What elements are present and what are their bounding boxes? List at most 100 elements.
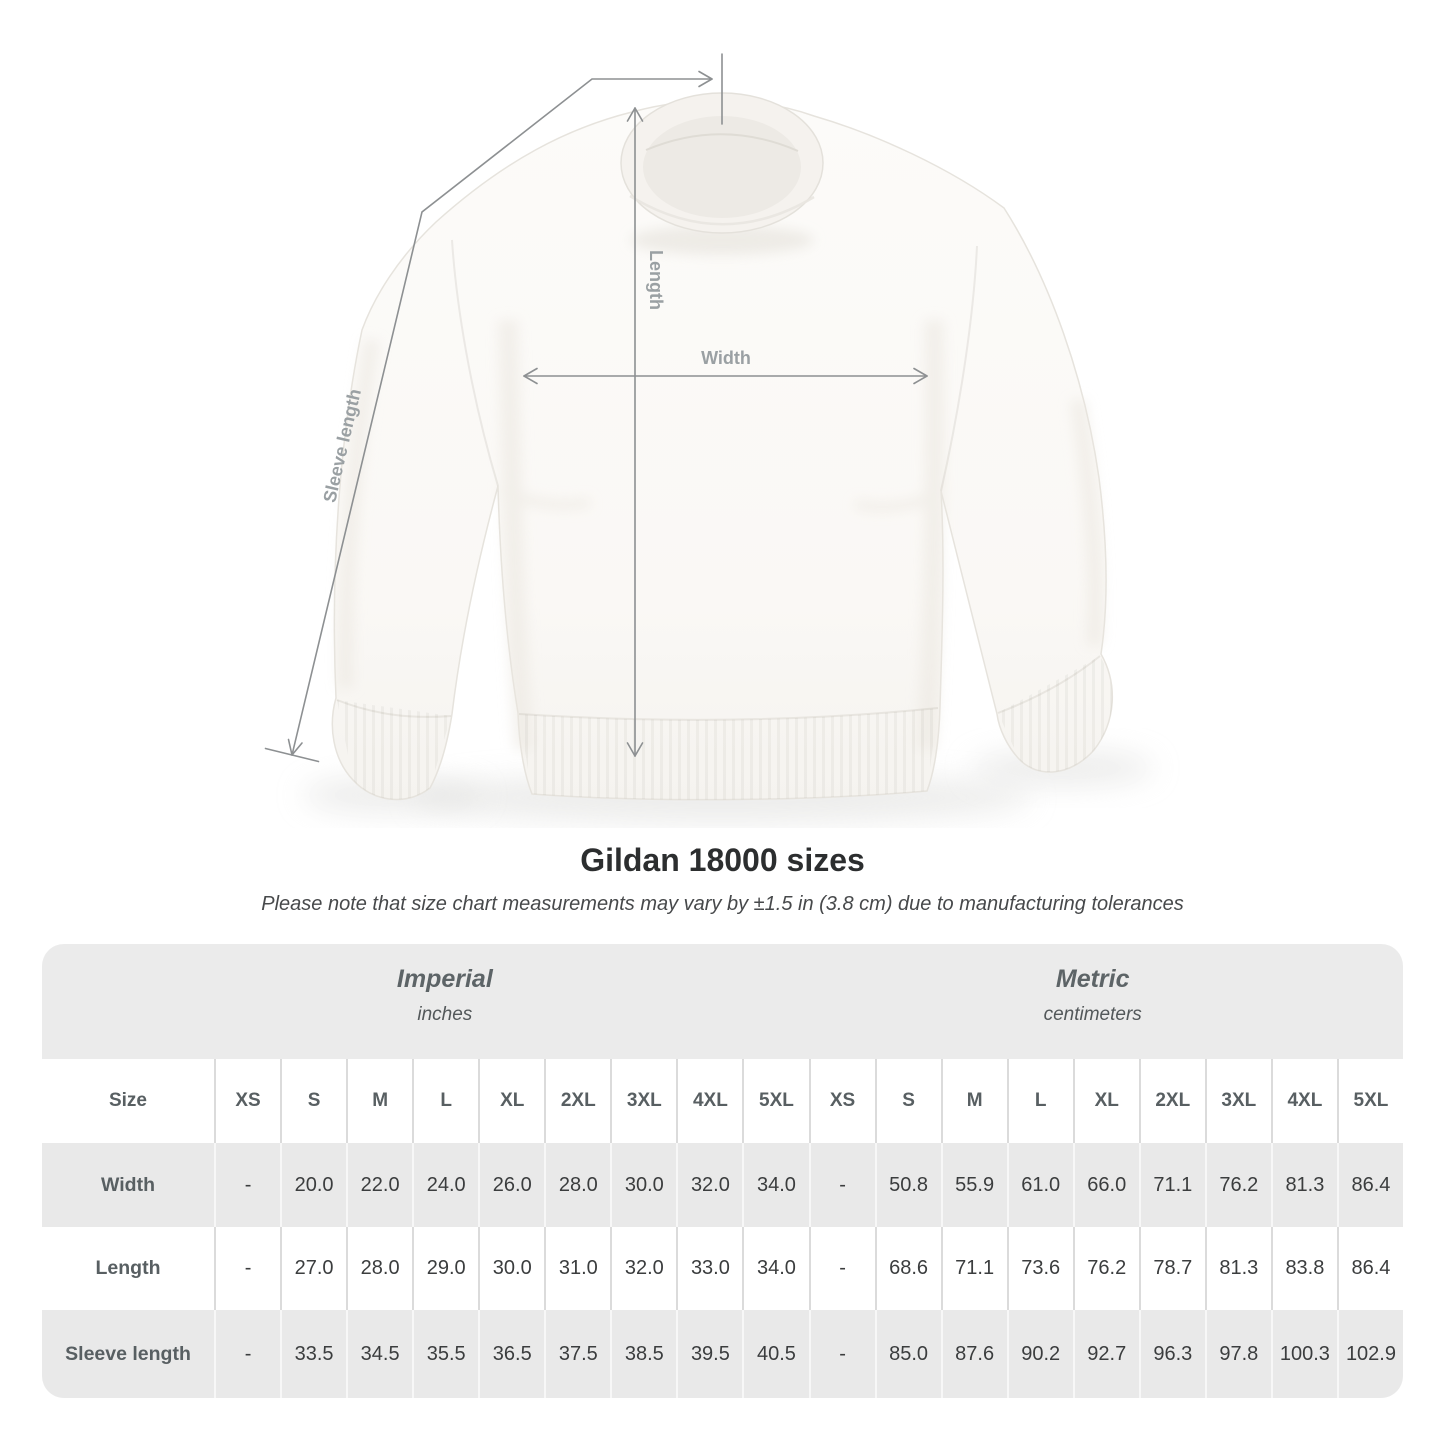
imperial-size-header: 4XL	[676, 1059, 743, 1143]
imperial-size-header: XL	[478, 1059, 545, 1143]
imperial-size-header: M	[346, 1059, 413, 1143]
arrow-down-icon	[626, 742, 644, 757]
value-cell: 96.3	[1138, 1310, 1205, 1398]
value-cell: 66.0	[1072, 1143, 1139, 1227]
value-cell: 71.1	[940, 1227, 1007, 1310]
value-cell: 83.8	[1270, 1227, 1337, 1310]
metric-size-header: 4XL	[1270, 1059, 1337, 1143]
cuff-reference-tick	[264, 747, 320, 763]
value-cell: 31.0	[544, 1227, 611, 1310]
imperial-group-title: Imperial	[396, 965, 493, 993]
value-cell: 61.0	[1006, 1143, 1073, 1227]
size-table-grid: Size XS S M L XL 2XL 3XL 4XL 5XL XS S M L XL 2XL 3XL 4XL 5…	[42, 1059, 1403, 1398]
arrow-down-left-icon	[287, 738, 303, 756]
value-cell: 90.2	[1006, 1310, 1073, 1398]
value-cell: 37.5	[544, 1310, 611, 1398]
value-cell: 76.2	[1204, 1143, 1271, 1227]
arrow-up-icon	[626, 107, 644, 122]
value-cell: 33.0	[676, 1227, 743, 1310]
metric-size-header: L	[1006, 1059, 1073, 1143]
value-cell: 92.7	[1072, 1310, 1139, 1398]
value-cell: 32.0	[676, 1143, 743, 1227]
metric-size-header: XS	[808, 1059, 875, 1143]
size-column-header: Size	[42, 1059, 214, 1143]
imperial-size-header: XS	[214, 1059, 281, 1143]
value-cell: -	[808, 1143, 875, 1227]
value-cell: -	[808, 1310, 875, 1398]
value-cell: -	[808, 1227, 875, 1310]
value-cell: 76.2	[1072, 1227, 1139, 1310]
value-cell: 55.9	[940, 1143, 1007, 1227]
metric-size-header: 3XL	[1204, 1059, 1271, 1143]
value-cell: 87.6	[940, 1310, 1007, 1398]
tolerance-note: Please note that size chart measurements…	[261, 893, 1184, 915]
value-cell: 34.5	[346, 1310, 413, 1398]
row-label: Width	[42, 1143, 214, 1227]
value-cell: 20.0	[280, 1143, 347, 1227]
value-cell: 28.0	[544, 1143, 611, 1227]
value-cell: 73.6	[1006, 1227, 1073, 1310]
metric-size-header: M	[940, 1059, 1007, 1143]
value-cell: 85.0	[874, 1310, 941, 1398]
value-cell: 26.0	[478, 1143, 545, 1227]
size-table: Imperial inches Metric centimeters Size X…	[42, 944, 1403, 1398]
value-cell: 34.0	[742, 1227, 809, 1310]
value-cell: 81.3	[1270, 1143, 1337, 1227]
value-cell: 78.7	[1138, 1227, 1205, 1310]
row-label: Length	[42, 1227, 214, 1310]
value-cell: -	[214, 1227, 281, 1310]
value-cell: 68.6	[874, 1227, 941, 1310]
value-cell: 40.5	[742, 1310, 809, 1398]
metric-group-title: Metric	[1055, 965, 1130, 993]
value-cell: 39.5	[676, 1310, 743, 1398]
imperial-size-header: 2XL	[544, 1059, 611, 1143]
rib-texture	[337, 656, 1113, 800]
value-cell: 35.5	[412, 1310, 479, 1398]
value-cell: 36.5	[478, 1310, 545, 1398]
value-cell: -	[214, 1143, 281, 1227]
value-cell: 86.4	[1336, 1227, 1403, 1310]
arrow-right-icon	[698, 70, 713, 88]
arrow-right2-icon	[913, 367, 928, 385]
metric-size-header: S	[874, 1059, 941, 1143]
value-cell: -	[214, 1310, 281, 1398]
arrow-left-icon	[523, 367, 538, 385]
value-cell: 28.0	[346, 1227, 413, 1310]
value-cell: 22.0	[346, 1143, 413, 1227]
sweatshirt-diagram: Width Length Sleeve length	[264, 53, 1154, 824]
imperial-size-header: L	[412, 1059, 479, 1143]
value-cell: 30.0	[478, 1227, 545, 1310]
metric-size-header: 2XL	[1138, 1059, 1205, 1143]
value-cell: 24.0	[412, 1143, 479, 1227]
metric-group-unit: centimeters	[1043, 1004, 1142, 1025]
imperial-size-header: 3XL	[610, 1059, 677, 1143]
value-cell: 38.5	[610, 1310, 677, 1398]
metric-size-header: 5XL	[1336, 1059, 1403, 1143]
length-dimension-label: Length	[646, 250, 666, 310]
imperial-size-header: S	[280, 1059, 347, 1143]
row-label: Sleeve length	[42, 1310, 214, 1398]
value-cell: 100.3	[1270, 1310, 1337, 1398]
value-cell: 34.0	[742, 1143, 809, 1227]
value-cell: 102.9	[1336, 1310, 1403, 1398]
value-cell: 50.8	[874, 1143, 941, 1227]
crewneck-collar	[620, 92, 824, 255]
value-cell: 86.4	[1336, 1143, 1403, 1227]
value-cell: 81.3	[1204, 1227, 1271, 1310]
imperial-group-header: Imperial inches	[397, 965, 493, 1026]
unit-group-header-band: Imperial inches Metric centimeters	[42, 944, 1403, 1059]
value-cell: 33.5	[280, 1310, 347, 1398]
value-cell: 29.0	[412, 1227, 479, 1310]
value-cell: 71.1	[1138, 1143, 1205, 1227]
dimension-lines	[264, 53, 928, 763]
imperial-group-unit: inches	[417, 1004, 473, 1025]
sweatshirt-photo	[331, 92, 1114, 801]
page-title: Gildan 18000 sizes	[580, 842, 865, 878]
metric-size-header: XL	[1072, 1059, 1139, 1143]
value-cell: 32.0	[610, 1227, 677, 1310]
width-dimension-label: Width	[701, 348, 751, 368]
sleeve-length-line	[291, 78, 713, 756]
product-measurement-figure: Width Length Sleeve length	[264, 53, 1154, 824]
value-cell: 30.0	[610, 1143, 677, 1227]
